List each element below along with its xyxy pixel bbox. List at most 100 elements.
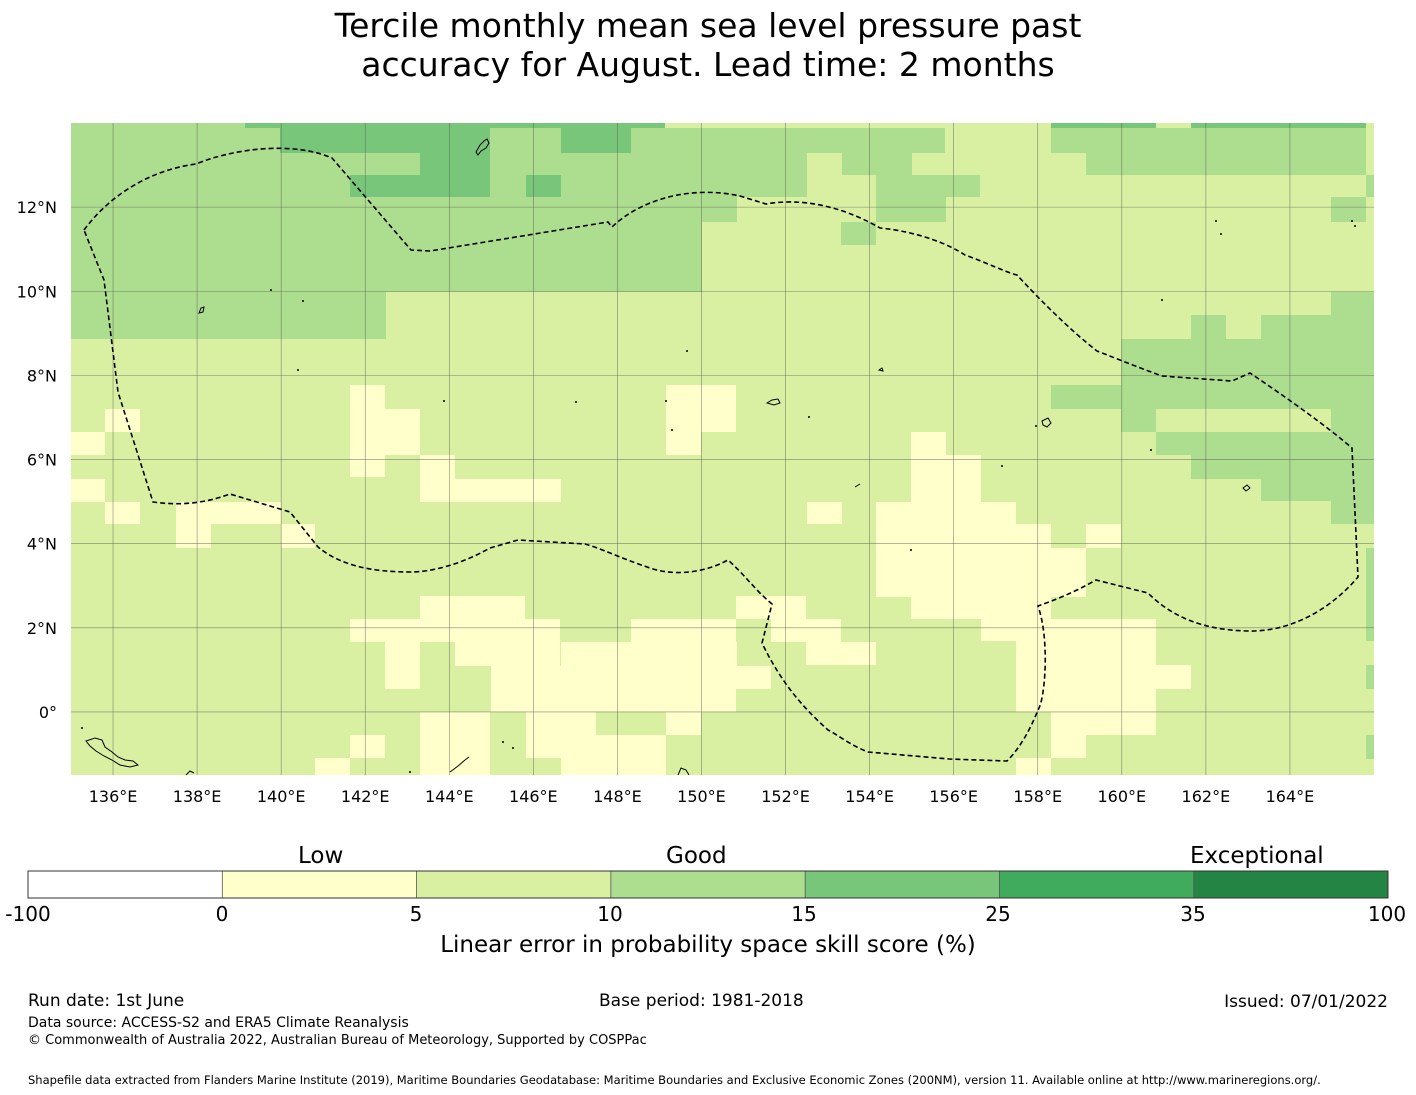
- skill-cell: [876, 175, 980, 197]
- island-small-2-outline: [854, 483, 861, 488]
- colorbar-tick: 25: [985, 902, 1011, 926]
- skill-cell: [842, 153, 912, 175]
- lat-tick-label: 10°N: [17, 282, 57, 301]
- islet: [1351, 220, 1353, 222]
- islet: [910, 549, 912, 551]
- islet: [808, 416, 810, 418]
- skill-cell: [455, 619, 560, 666]
- islet: [1161, 299, 1163, 301]
- skill-cell: [1261, 479, 1331, 501]
- skill-cell: [526, 175, 561, 197]
- skill-cell: [176, 128, 245, 153]
- skill-cell: [350, 175, 490, 197]
- skill-cell: [981, 619, 1016, 641]
- skill-cell: [561, 758, 666, 775]
- islet: [1354, 225, 1356, 227]
- lat-tick-label: 8°N: [27, 366, 57, 385]
- colorbar-segment: [222, 871, 417, 898]
- colorbar-segment: [416, 871, 611, 898]
- islet: [443, 400, 445, 402]
- skill-cell: [1051, 385, 1331, 409]
- category-low: Low: [298, 843, 344, 869]
- lat-tick-label: 4°N: [27, 535, 57, 554]
- skill-cell: [1331, 197, 1366, 222]
- lat-tick-label: 2°N: [27, 619, 57, 638]
- islet: [409, 771, 411, 773]
- skill-cell: [526, 712, 596, 735]
- category-good: Good: [666, 843, 727, 869]
- skill-cell: [946, 455, 981, 502]
- skill-grid-cells: [71, 123, 1374, 775]
- skill-cell: [105, 502, 140, 524]
- skill-cell: [71, 479, 105, 502]
- skill-cell: [876, 197, 946, 222]
- category-exceptional: Exceptional: [1190, 843, 1324, 869]
- skill-cell: [350, 735, 385, 758]
- skill-cell: [1051, 123, 1156, 128]
- skill-cell: [315, 758, 350, 775]
- skill-cell: [385, 409, 420, 455]
- skill-cell: [176, 502, 281, 524]
- skill-cell: [702, 153, 807, 175]
- skill-cell: [245, 123, 665, 128]
- data-source: Data source: ACCESS-S2 and ERA5 Climate …: [28, 1015, 409, 1031]
- colorbar-segment: [610, 871, 806, 898]
- colorbar-segment: [805, 871, 1000, 898]
- island-pohnpei-outline: [1041, 417, 1052, 428]
- islet: [671, 429, 673, 431]
- skill-cell: [666, 385, 736, 432]
- copyright: © Commonwealth of Australia 2022, Austra…: [28, 1033, 647, 1048]
- skill-cell: [386, 292, 702, 339]
- skill-cell: [420, 455, 455, 502]
- colorbar-tick: 100: [1367, 902, 1407, 926]
- colorbar-tick: 15: [791, 902, 817, 926]
- lon-tick-label: 144°E: [425, 787, 474, 806]
- shapefile-credit: Shapefile data extracted from Flanders M…: [28, 1073, 1321, 1087]
- islet: [665, 400, 667, 402]
- run-date: Run date: 1st June: [28, 991, 185, 1011]
- skill-cell: [736, 666, 771, 689]
- islet: [502, 741, 504, 743]
- skill-cell: [420, 596, 525, 619]
- skill-cell: [631, 619, 736, 642]
- islet: [1215, 220, 1217, 222]
- islet: [81, 727, 83, 729]
- lon-tick-label: 152°E: [761, 787, 810, 806]
- colorbar-tick: 0: [215, 902, 229, 926]
- skill-cell: [702, 175, 807, 197]
- skill-cell: [1051, 735, 1086, 758]
- skill-cell: [1331, 292, 1374, 524]
- skill-cell: [561, 128, 631, 153]
- island-kosrae-outline: [1242, 484, 1251, 492]
- colorbar-segment: [1193, 871, 1388, 898]
- islet: [302, 300, 304, 302]
- skill-cell: [1191, 315, 1226, 339]
- islet: [575, 401, 577, 403]
- islet: [297, 369, 299, 371]
- skill-cell: [666, 712, 701, 735]
- skill-cell: [1366, 548, 1374, 641]
- lat-tick-label: 6°N: [27, 451, 57, 470]
- skill-cell: [1156, 665, 1191, 689]
- island-chuuk-outline: [765, 398, 781, 406]
- skill-cell: [911, 596, 1016, 619]
- coast-new-guinea-outline: [85, 737, 140, 768]
- skill-cell: [1366, 735, 1374, 759]
- skill-cell: [1016, 758, 1051, 775]
- lat-tick-label: 12°N: [17, 198, 57, 217]
- skill-cell: [702, 128, 807, 153]
- lat-tick-label: 0°: [39, 703, 57, 722]
- axis-tick-labels: 136°E 138°E 140°E 142°E 144°E 146°E 148°E 150°E…: [17, 198, 1315, 806]
- lon-tick-label: 138°E: [173, 787, 222, 806]
- coast-s-outline: [677, 767, 690, 775]
- lon-tick-label: 164°E: [1266, 787, 1315, 806]
- lon-tick-label: 156°E: [929, 787, 978, 806]
- small-islands: [81, 220, 1356, 773]
- island-guam-outline: [475, 138, 490, 156]
- issued-date: Issued: 07/01/2022: [1224, 992, 1388, 1012]
- colorbar-segment: [28, 871, 223, 898]
- islet: [1220, 233, 1222, 235]
- skill-cell: [1086, 153, 1366, 175]
- skill-cell: [280, 128, 490, 153]
- coast-sw-outline: [185, 770, 195, 775]
